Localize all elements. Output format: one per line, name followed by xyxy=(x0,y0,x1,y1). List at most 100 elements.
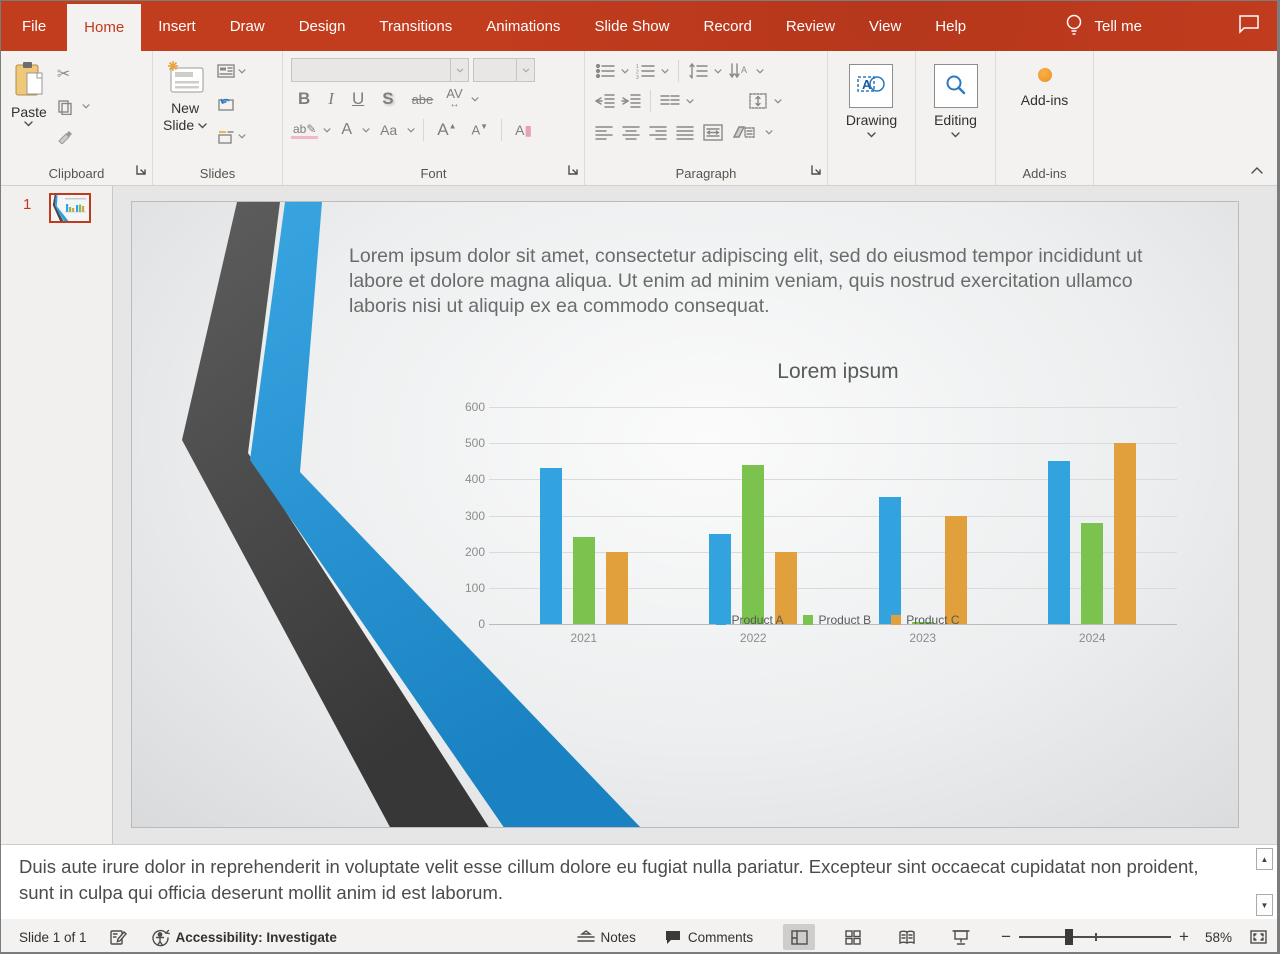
text-shadow-button[interactable]: S xyxy=(382,89,394,108)
zoom-slider[interactable] xyxy=(1019,929,1172,945)
align-text-button[interactable] xyxy=(748,92,768,110)
paragraph-dialog-launcher[interactable] xyxy=(810,163,822,181)
chevron-down-icon[interactable] xyxy=(774,98,782,104)
smartart-button[interactable] xyxy=(732,124,756,141)
notes-toggle-button[interactable]: Notes xyxy=(576,930,636,945)
slide-canvas[interactable]: Lorem ipsum dolor sit amet, consectetur … xyxy=(131,201,1239,828)
fit-window-button[interactable] xyxy=(1250,929,1267,945)
notes-scrollbar[interactable]: ▲ ▼ xyxy=(1256,848,1273,916)
font-size-combobox[interactable] xyxy=(473,58,535,82)
tab-record[interactable]: Record xyxy=(703,17,752,35)
chevron-down-icon[interactable] xyxy=(450,59,468,81)
slide-body-textbox[interactable]: Lorem ipsum dolor sit amet, consectetur … xyxy=(349,245,1143,317)
addins-button[interactable]: Add-ins xyxy=(1015,56,1074,113)
comments-toggle-button[interactable]: Comments xyxy=(664,929,753,945)
slide-layout-button[interactable] xyxy=(215,62,248,80)
zoom-in-button[interactable]: + xyxy=(1179,927,1189,946)
tab-insert[interactable]: Insert xyxy=(158,17,196,35)
align-center-button[interactable] xyxy=(622,125,640,140)
notes-text[interactable]: Duis aute irure dolor in reprehenderit i… xyxy=(19,856,1199,903)
svg-text:1: 1 xyxy=(636,64,639,70)
scroll-down-icon[interactable]: ▼ xyxy=(1256,894,1273,916)
bar-product-c-2021 xyxy=(605,551,628,624)
accessibility-status[interactable]: Accessibility: Investigate xyxy=(150,928,337,947)
text-direction-button[interactable]: A xyxy=(728,63,750,79)
slide-thumbnail[interactable] xyxy=(49,193,91,223)
distribute-button[interactable] xyxy=(703,123,723,141)
zoom-slider-thumb[interactable] xyxy=(1064,929,1073,945)
slide-sorter-button[interactable] xyxy=(837,924,869,950)
grow-font-button[interactable]: A▲ xyxy=(437,120,457,139)
tab-help[interactable]: Help xyxy=(935,17,967,35)
tab-view[interactable]: View xyxy=(869,17,902,35)
drawing-button[interactable]: A Drawing xyxy=(840,56,903,142)
bar-product-b-2023 xyxy=(911,622,934,624)
cut-button[interactable]: ✂ xyxy=(55,62,92,86)
font-group-label: Font xyxy=(420,166,447,181)
bullets-button[interactable] xyxy=(595,63,615,79)
tab-slide-show[interactable]: Slide Show xyxy=(594,17,670,35)
tab-draw[interactable]: Draw xyxy=(229,17,265,35)
character-spacing-button[interactable]: AV ↔ xyxy=(446,86,463,110)
tell-me-button[interactable]: Tell me xyxy=(1094,17,1142,35)
highlight-button[interactable]: ab✎ xyxy=(291,122,319,139)
chevron-down-icon[interactable] xyxy=(661,68,669,74)
ribbon-tab-bar: File Home Insert Draw Design Transitions Anima… xyxy=(1,1,1277,51)
tab-transitions[interactable]: Transitions xyxy=(379,17,453,35)
align-right-button[interactable] xyxy=(649,125,667,140)
justify-button[interactable] xyxy=(676,125,694,140)
section-button[interactable] xyxy=(215,127,248,146)
bar-product-b-2024 xyxy=(1081,522,1104,624)
strikethrough-button[interactable]: abe xyxy=(411,91,434,107)
columns-button[interactable] xyxy=(660,93,680,109)
zoom-out-button[interactable]: − xyxy=(1001,927,1012,946)
bar-chart[interactable]: Lorem ipsum 0 100 200 300 400 500 600 2021 2022 2… xyxy=(462,360,1214,680)
normal-view-button[interactable] xyxy=(783,924,816,950)
spellcheck-button[interactable] xyxy=(109,928,128,946)
reading-view-button[interactable] xyxy=(891,924,923,950)
tab-file[interactable]: File xyxy=(22,17,47,35)
chevron-down-icon[interactable] xyxy=(621,68,629,74)
numbering-button[interactable]: 123 xyxy=(635,63,655,79)
change-case-button[interactable]: Aa xyxy=(380,122,398,138)
font-color-button[interactable]: A xyxy=(341,121,353,138)
tab-home[interactable]: Home xyxy=(67,4,142,51)
bold-button[interactable]: B xyxy=(298,89,311,108)
chevron-down-icon[interactable] xyxy=(686,98,694,104)
chevron-down-icon[interactable] xyxy=(516,59,534,81)
clear-formatting-button[interactable]: A▮ xyxy=(515,121,533,138)
chart-gridline xyxy=(489,443,1177,445)
bar-product-a-2022 xyxy=(709,533,732,624)
chevron-down-icon[interactable] xyxy=(714,68,722,74)
underline-button[interactable]: U xyxy=(351,89,365,108)
reset-slide-button[interactable] xyxy=(215,94,248,113)
tab-design[interactable]: Design xyxy=(298,17,346,35)
chevron-down-icon[interactable] xyxy=(765,129,773,135)
increase-indent-button[interactable] xyxy=(621,93,641,109)
paste-button[interactable]: Paste xyxy=(5,56,53,131)
comment-icon[interactable] xyxy=(1237,13,1261,39)
chevron-down-icon[interactable] xyxy=(756,68,764,74)
slideshow-button[interactable] xyxy=(945,924,977,950)
format-painter-button[interactable] xyxy=(55,127,92,146)
ribbon: Paste ✂ Clipboard xyxy=(1,51,1277,186)
bar-product-c-2024 xyxy=(1114,443,1137,624)
notes-pane[interactable]: Duis aute irure dolor in reprehenderit i… xyxy=(1,844,1277,919)
clipboard-dialog-launcher[interactable] xyxy=(135,163,147,181)
align-left-button[interactable] xyxy=(595,125,613,140)
decrease-indent-button[interactable] xyxy=(595,93,615,109)
slide-indicator[interactable]: Slide 1 of 1 xyxy=(19,929,87,945)
shrink-font-button[interactable]: A▼ xyxy=(471,122,489,138)
scroll-up-icon[interactable]: ▲ xyxy=(1256,848,1273,870)
italic-button[interactable]: I xyxy=(328,89,334,108)
copy-button[interactable] xyxy=(55,97,92,117)
line-spacing-button[interactable] xyxy=(688,63,708,79)
font-dialog-launcher[interactable] xyxy=(567,163,579,181)
zoom-level[interactable]: 58% xyxy=(1204,929,1232,945)
collapse-ribbon-icon[interactable] xyxy=(1251,161,1263,179)
font-name-combobox[interactable] xyxy=(291,58,469,82)
tab-review[interactable]: Review xyxy=(785,17,836,35)
tab-animations[interactable]: Animations xyxy=(486,17,561,35)
editing-button[interactable]: Editing xyxy=(928,56,984,142)
new-slide-button[interactable]: New Slide xyxy=(157,56,213,138)
